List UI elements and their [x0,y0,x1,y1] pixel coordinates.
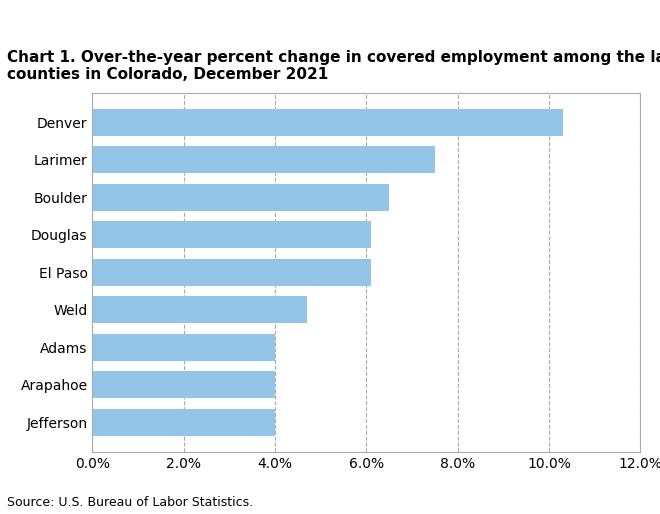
Bar [92,146,435,173]
Bar [92,259,371,286]
Bar [92,184,389,211]
Bar [92,109,562,136]
Bar [92,372,275,398]
Bar [92,297,307,323]
Text: Chart 1. Over-the-year percent change in covered employment among the largest
co: Chart 1. Over-the-year percent change in… [7,50,660,82]
Bar [92,409,275,436]
Bar [92,222,371,248]
Text: Source: U.S. Bureau of Labor Statistics.: Source: U.S. Bureau of Labor Statistics. [7,496,253,509]
Bar [92,334,275,361]
